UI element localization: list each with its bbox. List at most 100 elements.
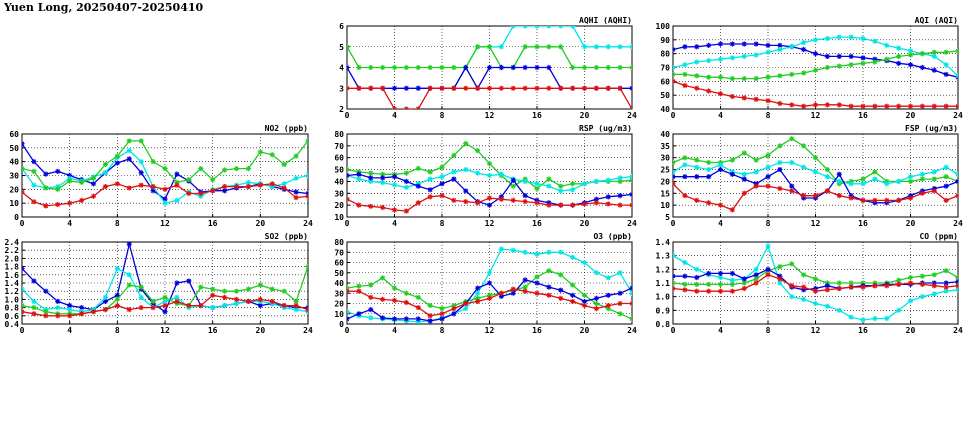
data-point [812, 169, 819, 175]
data-point [451, 306, 457, 312]
data-point [415, 319, 421, 324]
data-point [138, 170, 144, 176]
data-point [293, 189, 299, 195]
x-tick-label: 12 [811, 111, 821, 120]
chart-title: CO (ppm) [919, 232, 958, 241]
data-point [439, 181, 445, 187]
data-point [753, 41, 759, 47]
data-point [150, 159, 156, 165]
data-point [558, 44, 564, 50]
data-point [872, 280, 878, 286]
data-point [907, 48, 914, 54]
data-point [605, 64, 611, 71]
data-point [55, 186, 61, 192]
data-point [717, 56, 724, 62]
data-point [753, 266, 759, 272]
data-point [673, 181, 676, 187]
data-point [486, 44, 493, 50]
data-point [102, 161, 109, 168]
y-tick-label: 0.4 [5, 320, 20, 329]
data-point [368, 315, 374, 321]
data-point [741, 75, 747, 82]
data-point [451, 197, 457, 203]
data-point [486, 172, 493, 179]
data-point [753, 75, 759, 82]
y-tick-label: 40 [334, 279, 344, 288]
data-point [824, 53, 830, 60]
data-point [694, 274, 700, 281]
data-point [391, 64, 398, 71]
data-point [789, 294, 795, 300]
data-point [919, 103, 925, 109]
data-point [126, 185, 132, 191]
data-point [114, 292, 120, 298]
data-point [126, 282, 132, 288]
data-point [717, 74, 724, 80]
data-point [955, 73, 958, 79]
data-point [848, 103, 854, 109]
data-point [872, 59, 878, 65]
data-point [427, 318, 433, 324]
data-point [486, 85, 493, 91]
data-point [896, 197, 902, 203]
data-point [801, 143, 807, 149]
data-point [486, 195, 493, 201]
data-point [558, 183, 564, 189]
data-point [522, 277, 528, 283]
chart-co: 0 4 8 12 16 20 24 0.8 0.9 1.0 1.1 1.2 1.3 1.4 CO (ppm) [656, 232, 963, 335]
data-point [198, 302, 204, 309]
data-point [765, 272, 771, 278]
x-tick-label: 0 [345, 111, 350, 120]
data-point [860, 103, 866, 109]
data-point [570, 64, 576, 71]
chart-so2: 0 4 8 12 16 20 240.40.60.81.01.21.41.61.82.02.… [5, 232, 313, 335]
data-point [221, 294, 228, 300]
data-point [581, 298, 588, 305]
data-point [682, 193, 688, 199]
data-point [546, 85, 552, 91]
data-point [368, 307, 374, 313]
data-point [534, 185, 540, 192]
data-point [221, 188, 228, 194]
data-point [741, 280, 747, 286]
data-point [812, 276, 819, 282]
data-point [824, 188, 830, 194]
data-point [546, 183, 552, 189]
data-point [629, 316, 632, 322]
data-point [629, 44, 632, 50]
data-point [860, 55, 866, 61]
data-point [415, 316, 421, 322]
data-point [293, 298, 299, 305]
data-point [931, 283, 937, 289]
data-point [706, 57, 712, 64]
data-point [391, 182, 398, 188]
y-tick-label: 5 [339, 43, 344, 52]
data-point [919, 171, 925, 177]
data-point [907, 195, 914, 201]
data-point [475, 85, 481, 91]
data-point [753, 280, 759, 286]
data-point [617, 85, 623, 91]
data-point [257, 302, 263, 309]
data-point [391, 85, 398, 91]
data-point [812, 37, 819, 43]
data-point [427, 85, 433, 91]
data-point [848, 280, 854, 286]
data-point [570, 85, 576, 91]
data-point [706, 174, 712, 180]
data-point [706, 88, 712, 94]
data-point [789, 102, 795, 108]
data-point [896, 60, 902, 66]
data-point [943, 197, 949, 203]
data-point [380, 64, 386, 71]
data-point [126, 148, 132, 154]
data-point [67, 307, 73, 313]
data-point [534, 181, 540, 187]
data-point [848, 314, 854, 320]
data-point [605, 177, 611, 183]
data-point [581, 181, 588, 187]
data-point [765, 174, 771, 180]
data-point [812, 193, 819, 199]
data-point [682, 155, 688, 161]
data-point [558, 295, 564, 301]
